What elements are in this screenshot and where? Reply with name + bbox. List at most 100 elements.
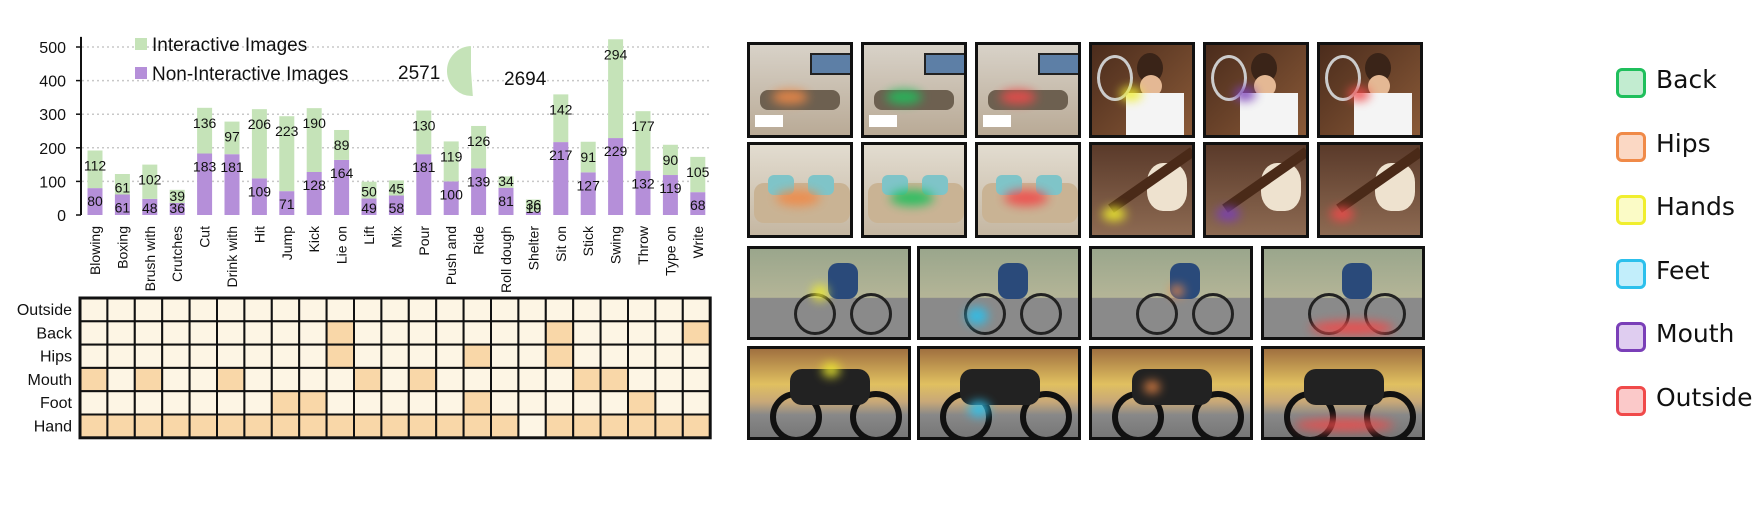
x-tick-label: Blowing xyxy=(87,226,103,275)
legend-label-mouth: Mouth xyxy=(1656,319,1735,348)
y-tick-label: 300 xyxy=(39,107,66,124)
contact-highlight xyxy=(1216,207,1240,221)
data-label-interactive: 36 xyxy=(526,197,542,213)
legend-swatch-hips xyxy=(1616,132,1646,162)
picture-shape xyxy=(1038,53,1078,75)
rider-shape xyxy=(828,263,858,299)
wheel-shape xyxy=(1192,391,1244,437)
contact-highlight xyxy=(1310,321,1394,335)
legend-label-hands: Hands xyxy=(1656,192,1735,221)
legend-label-hips: Hips xyxy=(1656,129,1711,158)
wheel-shape xyxy=(850,293,892,335)
bar-non-interactive xyxy=(635,170,651,215)
data-label-non-interactive: 139 xyxy=(467,173,491,189)
heatmap-row-label: Back xyxy=(36,325,73,342)
face-shape xyxy=(1140,75,1162,97)
table-shape xyxy=(869,115,897,127)
x-tick-label: Cut xyxy=(197,226,213,248)
x-tick-label: Boxing xyxy=(114,226,130,269)
x-tick-label: Kick xyxy=(306,225,322,252)
x-tick-label: Roll dough xyxy=(498,226,514,293)
bar-interactive xyxy=(169,189,185,203)
photo-couch xyxy=(861,142,967,238)
data-label-non-interactive: 119 xyxy=(659,180,682,196)
data-label-non-interactive: 48 xyxy=(142,200,158,216)
bar-non-interactive xyxy=(279,191,295,215)
x-tick-label: Brush with xyxy=(142,226,158,291)
contact-highlight xyxy=(776,190,820,206)
data-label-interactive: 90 xyxy=(663,152,679,168)
chart-legend: Interactive Images Non-Interactive Image… xyxy=(135,35,348,85)
wheel-shape xyxy=(1020,391,1072,437)
legend-swatch-hands xyxy=(1616,195,1646,225)
x-tick-label: Lie on xyxy=(334,226,350,264)
data-label-non-interactive: 36 xyxy=(169,200,185,216)
x-tick-label: Shelter xyxy=(525,226,541,271)
stacked-bars: 8011261614810236391831361819710920671223… xyxy=(84,39,710,216)
bar-interactive xyxy=(498,176,514,188)
bar-non-interactive xyxy=(525,211,541,215)
face-shape xyxy=(1254,75,1276,97)
data-label-interactive: 112 xyxy=(84,157,107,173)
data-label-non-interactive: 132 xyxy=(631,176,655,192)
ring-shape xyxy=(1097,55,1133,101)
photo-couch xyxy=(747,142,853,238)
data-label-interactive: 61 xyxy=(115,180,131,196)
photo-pipe xyxy=(1317,142,1423,238)
photo-bicycle xyxy=(747,246,911,340)
bar-non-interactive xyxy=(114,194,130,215)
bar-interactive xyxy=(553,94,569,143)
x-tick-label: Write xyxy=(690,226,706,259)
contact-highlight xyxy=(1348,87,1370,101)
bar-non-interactive xyxy=(553,142,569,215)
bar-non-interactive xyxy=(169,202,185,215)
legend-label-back: Back xyxy=(1656,65,1717,94)
photo-bicycle xyxy=(1261,246,1425,340)
data-label-non-interactive: 49 xyxy=(361,200,377,216)
bar-interactive xyxy=(114,174,130,195)
data-label-interactive: 206 xyxy=(248,116,272,132)
contact-highlight xyxy=(1294,419,1394,431)
data-label-non-interactive: 128 xyxy=(303,177,327,193)
data-label-interactive: 126 xyxy=(467,133,491,149)
bar-interactive xyxy=(690,156,706,193)
bar-interactive xyxy=(388,180,404,196)
data-label-non-interactive: 58 xyxy=(389,200,405,216)
heatmap-row-label: Hand xyxy=(34,419,72,436)
x-tick-label: Type on xyxy=(662,226,678,276)
bar-interactive xyxy=(608,39,624,139)
photo-bicycle xyxy=(1089,246,1253,340)
bar-non-interactive xyxy=(142,198,158,215)
contact-highlight xyxy=(772,90,808,104)
y-tick-label: 500 xyxy=(39,40,66,57)
bar-non-interactive xyxy=(662,175,678,215)
contact-highlight xyxy=(1000,90,1036,104)
bar-non-interactive xyxy=(580,172,596,215)
heatmap-row-label: Outside xyxy=(17,302,72,319)
x-tick-label: Throw xyxy=(635,225,651,265)
legend-label-non-interactive: Non-Interactive Images xyxy=(152,64,348,85)
legend-swatch-back xyxy=(1616,68,1646,98)
data-label-interactive: 91 xyxy=(580,149,596,165)
bar-interactive xyxy=(251,109,267,179)
pillow-shape xyxy=(808,175,834,195)
body-part-heatmap xyxy=(78,296,712,440)
photo-pipe xyxy=(1203,142,1309,238)
wheel-shape xyxy=(1136,293,1178,335)
chart-area: 8011261614810236391831361819710920671223… xyxy=(17,35,712,440)
legend-label-interactive: Interactive Images xyxy=(152,35,307,56)
pie-slice xyxy=(445,43,475,98)
data-label-interactive: 136 xyxy=(193,115,217,131)
x-tick-label: Pour xyxy=(416,226,432,256)
contact-highlight xyxy=(1330,207,1354,221)
ring-shape xyxy=(1325,55,1361,101)
pillow-shape xyxy=(1036,175,1062,195)
engine-shape xyxy=(960,369,1040,405)
photo-sofa xyxy=(747,42,853,138)
y-tick-label: 0 xyxy=(57,208,66,225)
photo-motorcycle xyxy=(1261,346,1425,440)
x-tick-label: Lift xyxy=(361,226,377,245)
contact-highlight xyxy=(1234,87,1256,101)
heatmap-border xyxy=(78,296,712,440)
